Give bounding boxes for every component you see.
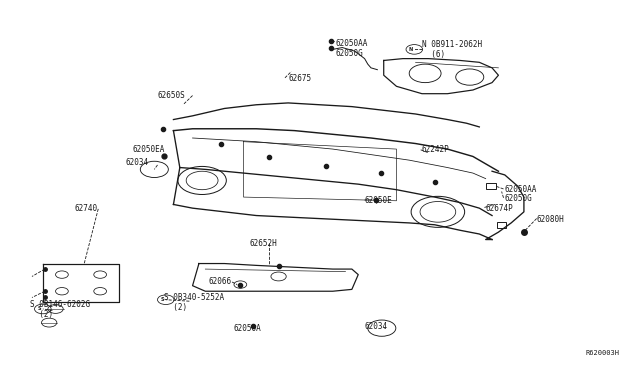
Text: 62050G: 62050G bbox=[336, 49, 364, 58]
Text: 62674P: 62674P bbox=[486, 203, 513, 213]
Bar bbox=[497, 222, 506, 228]
Text: 62652H: 62652H bbox=[250, 239, 278, 248]
Text: N: N bbox=[409, 47, 413, 52]
Text: 62242P: 62242P bbox=[422, 145, 450, 154]
Text: 62675: 62675 bbox=[288, 74, 311, 83]
Text: 62066: 62066 bbox=[209, 278, 232, 286]
Text: 62650S: 62650S bbox=[157, 91, 185, 100]
Text: 62050AA: 62050AA bbox=[336, 39, 368, 48]
Text: 62050EA: 62050EA bbox=[132, 145, 164, 154]
Text: 62050G: 62050G bbox=[505, 195, 532, 203]
Text: 62034: 62034 bbox=[125, 157, 148, 167]
Text: 62740: 62740 bbox=[75, 203, 98, 213]
Text: R620003H: R620003H bbox=[586, 350, 620, 356]
Text: 62034: 62034 bbox=[365, 322, 388, 331]
Text: S: S bbox=[161, 297, 164, 302]
Text: S 0B340-5252A
  (2): S 0B340-5252A (2) bbox=[164, 293, 224, 312]
Text: S 0B146-6202G
  (2): S 0B146-6202G (2) bbox=[30, 300, 90, 320]
Text: 62050A: 62050A bbox=[234, 324, 262, 333]
Text: 62050E: 62050E bbox=[365, 196, 392, 205]
Text: S: S bbox=[38, 307, 42, 311]
Text: 62080H: 62080H bbox=[537, 215, 564, 224]
Text: 62050AA: 62050AA bbox=[505, 185, 537, 194]
Text: N 0B911-2062H
  (6): N 0B911-2062H (6) bbox=[422, 40, 482, 59]
Bar bbox=[486, 183, 495, 189]
